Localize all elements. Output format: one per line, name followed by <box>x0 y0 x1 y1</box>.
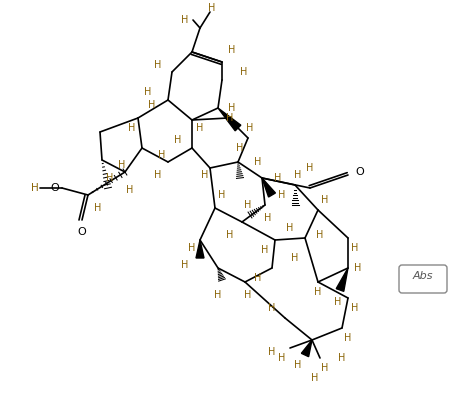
Text: H: H <box>264 213 272 223</box>
Text: H: H <box>244 200 252 210</box>
Text: H: H <box>226 230 234 240</box>
Text: H: H <box>196 123 204 133</box>
Text: H: H <box>278 353 286 363</box>
Text: H: H <box>262 245 269 255</box>
Text: O: O <box>356 167 364 177</box>
Text: H: H <box>354 263 361 273</box>
Text: H: H <box>286 223 294 233</box>
Text: H: H <box>351 243 359 253</box>
Text: H: H <box>241 67 248 77</box>
Text: H: H <box>311 373 318 383</box>
Text: Abs: Abs <box>413 271 433 281</box>
Text: H: H <box>269 303 276 313</box>
Text: H: H <box>218 190 226 200</box>
Text: H: H <box>255 273 262 283</box>
Text: H: H <box>294 360 302 370</box>
Text: H: H <box>291 253 299 263</box>
FancyBboxPatch shape <box>399 265 447 293</box>
Text: H: H <box>154 60 162 70</box>
Text: H: H <box>128 123 136 133</box>
Text: H: H <box>214 290 222 300</box>
Text: H: H <box>316 230 324 240</box>
Polygon shape <box>262 178 276 197</box>
Text: H: H <box>149 100 156 110</box>
Text: H: H <box>126 185 134 195</box>
Text: H: H <box>246 123 254 133</box>
Text: H: H <box>158 150 166 160</box>
Text: H: H <box>31 183 39 193</box>
Text: H: H <box>294 170 302 180</box>
Text: H: H <box>255 157 262 167</box>
Polygon shape <box>301 340 312 357</box>
Text: H: H <box>236 143 244 153</box>
Text: O: O <box>50 183 59 193</box>
Text: H: H <box>188 243 196 253</box>
Text: H: H <box>228 103 236 113</box>
Text: H: H <box>338 353 346 363</box>
Text: H: H <box>321 195 329 205</box>
Text: H: H <box>226 113 234 123</box>
Text: H: H <box>181 260 189 270</box>
Polygon shape <box>218 108 241 131</box>
Text: H: H <box>321 363 329 373</box>
Text: H: H <box>269 347 276 357</box>
Text: H: H <box>278 190 286 200</box>
Text: H: H <box>118 160 126 170</box>
Text: H: H <box>144 87 152 97</box>
Text: H: H <box>181 15 189 25</box>
Text: H: H <box>306 163 314 173</box>
Polygon shape <box>196 240 204 258</box>
Text: H: H <box>106 173 113 183</box>
Text: H: H <box>201 170 209 180</box>
Text: H: H <box>208 3 216 13</box>
Text: H: H <box>174 135 182 145</box>
Text: H: H <box>274 173 282 183</box>
Text: O: O <box>78 227 86 237</box>
Text: H: H <box>344 333 352 343</box>
Polygon shape <box>336 268 348 291</box>
Text: H: H <box>94 203 102 213</box>
Text: H: H <box>244 290 252 300</box>
Text: H: H <box>314 287 322 297</box>
Text: H: H <box>351 303 359 313</box>
Text: H: H <box>334 297 342 307</box>
Text: H: H <box>154 170 162 180</box>
Text: H: H <box>228 45 236 55</box>
